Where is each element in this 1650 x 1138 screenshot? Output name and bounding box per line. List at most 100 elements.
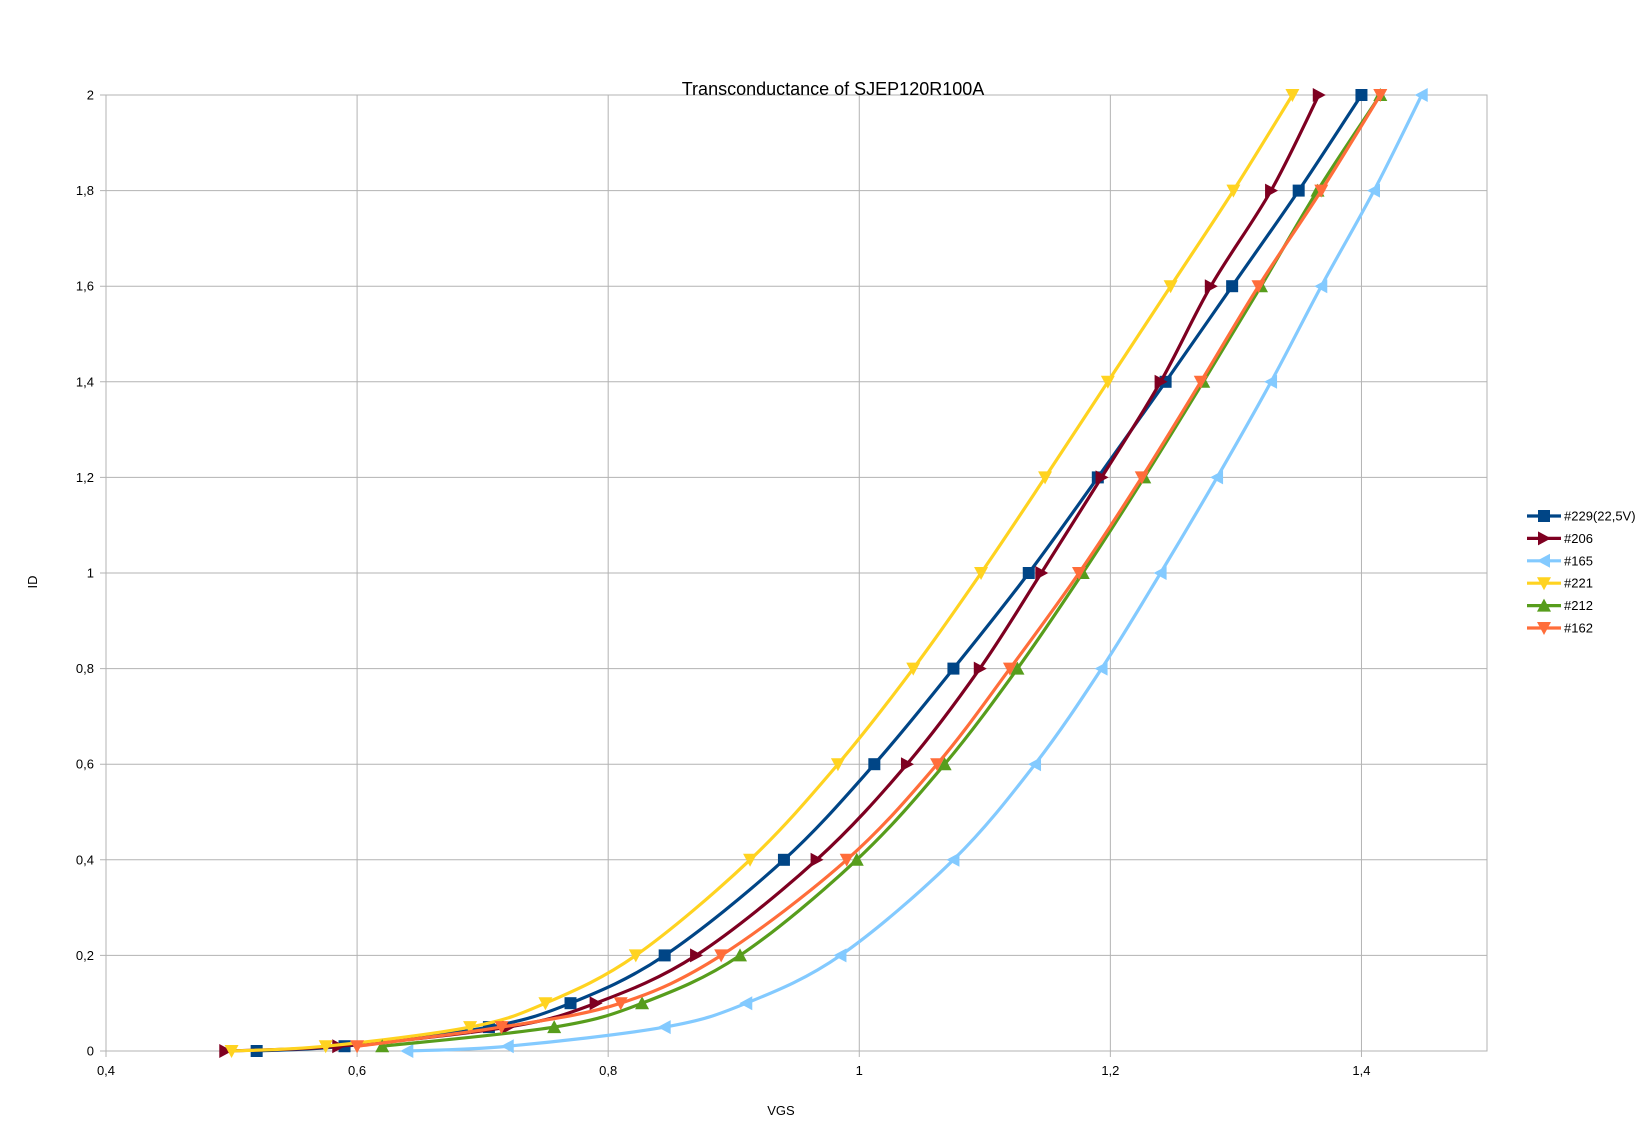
series-3 xyxy=(400,88,1428,1058)
series-6 xyxy=(350,89,1388,1054)
legend-label: #165 xyxy=(1564,553,1593,568)
data-point xyxy=(906,662,921,676)
legend-marker xyxy=(1538,531,1551,546)
data-point xyxy=(714,949,729,963)
legend-label: #206 xyxy=(1564,531,1593,546)
legend: #229(22,5V) #206 #165 #221 #212 #162 xyxy=(1527,509,1636,636)
y-tick-label: 0,6 xyxy=(76,757,94,772)
data-point xyxy=(1038,471,1053,485)
legend-item: #162 xyxy=(1527,621,1593,636)
data-point xyxy=(946,852,960,867)
y-tick-label: 1,6 xyxy=(76,279,94,294)
legend-item: #229(22,5V) xyxy=(1527,509,1636,524)
y-tick-label: 1 xyxy=(87,566,94,581)
data-point xyxy=(1153,566,1167,580)
data-point xyxy=(628,949,643,963)
legend-item: #212 xyxy=(1527,598,1593,613)
data-point xyxy=(400,1044,414,1058)
y-tick-label: 1,2 xyxy=(76,470,94,485)
data-point xyxy=(1264,374,1278,389)
data-point xyxy=(350,1040,365,1054)
x-tick-label: 0,4 xyxy=(97,1063,115,1078)
y-tick-label: 1,8 xyxy=(76,183,94,198)
data-point xyxy=(777,853,790,866)
data-point xyxy=(1100,375,1115,389)
data-point xyxy=(739,996,753,1011)
x-tick-label: 1,2 xyxy=(1101,1063,1119,1078)
data-point xyxy=(947,662,960,675)
data-point xyxy=(743,853,758,867)
data-point xyxy=(547,1020,562,1034)
series-line xyxy=(355,93,1382,1048)
data-point xyxy=(1312,88,1326,102)
legend-marker xyxy=(1537,553,1550,568)
data-point xyxy=(1355,89,1368,101)
data-point xyxy=(1071,567,1086,580)
data-point xyxy=(839,853,854,867)
data-point xyxy=(1134,471,1149,485)
data-point xyxy=(1414,88,1428,102)
series-4 xyxy=(224,89,1300,1058)
x-tick-label: 0,6 xyxy=(348,1063,366,1078)
axes: 0 0,2 0,4 0,6 0,8 1 1,2 1,4 1,6 1,8 2 0,4 0,6 0,8 1 1,2… xyxy=(76,88,1488,1078)
data-point xyxy=(733,948,748,962)
data-point xyxy=(1035,566,1049,580)
x-axis-title: VGS xyxy=(767,1103,795,1118)
data-point xyxy=(849,852,864,866)
legend-label: #162 xyxy=(1564,621,1593,636)
data-point xyxy=(494,1021,509,1035)
data-point xyxy=(1094,661,1108,676)
y-tick-label: 0,2 xyxy=(76,948,94,963)
series-line xyxy=(380,93,1382,1048)
data-point xyxy=(500,1039,514,1054)
data-point xyxy=(1210,470,1224,485)
data-point xyxy=(613,997,628,1011)
y-tick-label: 0,8 xyxy=(76,661,94,676)
data-point xyxy=(657,1020,671,1035)
series-5 xyxy=(375,88,1388,1053)
legend-label: #212 xyxy=(1564,598,1593,613)
data-point xyxy=(1367,183,1381,198)
data-point xyxy=(833,948,847,963)
data-point xyxy=(1163,280,1178,294)
legend-marker xyxy=(1537,577,1551,591)
data-point xyxy=(318,1040,333,1054)
data-point xyxy=(868,758,881,771)
data-point xyxy=(1002,662,1017,676)
data-point xyxy=(974,567,989,580)
y-tick-label: 0,4 xyxy=(76,852,94,867)
data-point xyxy=(1251,280,1266,294)
data-point xyxy=(1028,757,1042,772)
data-point xyxy=(1314,279,1328,294)
data-point xyxy=(1314,184,1329,198)
grid xyxy=(100,94,1487,1057)
data-point xyxy=(973,661,987,676)
data-point xyxy=(1285,89,1300,102)
y-axis-title: ID xyxy=(25,576,40,589)
data-point xyxy=(690,948,704,963)
x-tick-label: 1 xyxy=(856,1063,863,1078)
x-tick-label: 1,4 xyxy=(1352,1063,1370,1078)
legend-item: #221 xyxy=(1527,576,1593,591)
data-point xyxy=(1095,470,1109,485)
data-point xyxy=(635,996,650,1010)
legend-marker xyxy=(1537,622,1551,635)
chart-title: Transconductance of SJEP120R100A xyxy=(682,79,985,99)
series-group xyxy=(219,88,1428,1058)
data-point xyxy=(1226,280,1239,293)
data-point xyxy=(1010,661,1025,675)
data-point xyxy=(930,758,945,772)
legend-item: #165 xyxy=(1527,553,1593,568)
data-point xyxy=(1193,375,1208,389)
data-point xyxy=(900,757,914,772)
series-line xyxy=(229,93,1294,1053)
data-point xyxy=(1373,89,1388,102)
legend-marker xyxy=(1537,598,1551,612)
y-tick-label: 0 xyxy=(87,1044,94,1059)
data-point xyxy=(830,758,845,772)
data-point xyxy=(589,996,603,1011)
data-point xyxy=(658,949,671,962)
x-tick-label: 0,8 xyxy=(599,1063,617,1078)
